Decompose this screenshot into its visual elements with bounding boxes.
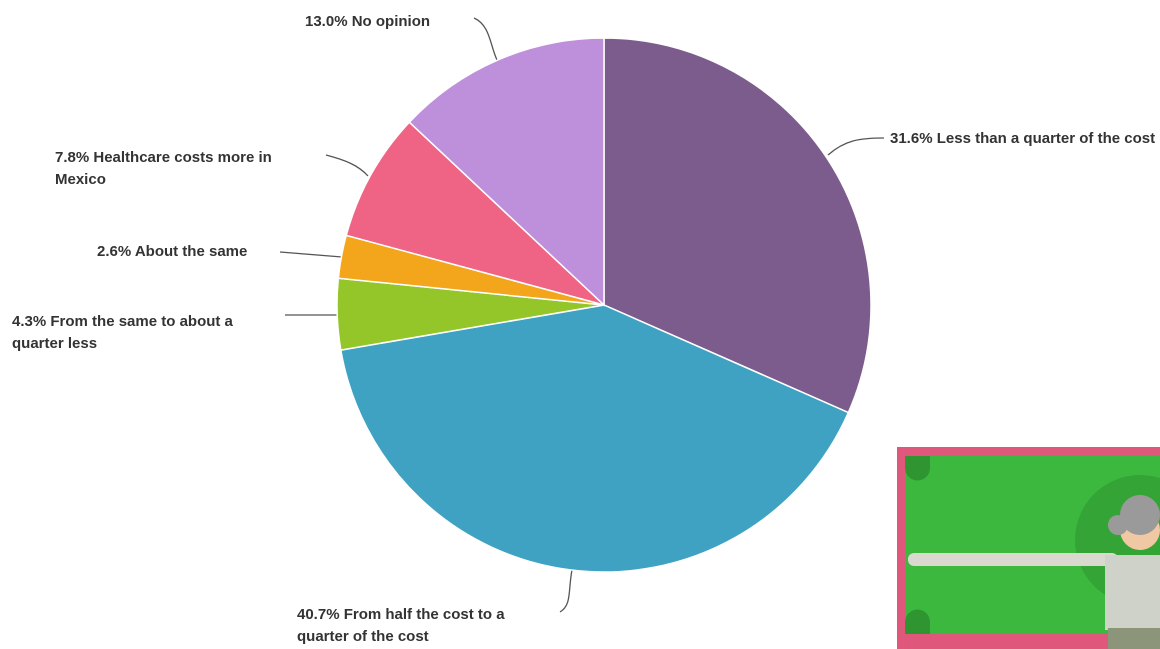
value-label: 7.8%	[55, 149, 90, 166]
pocket	[905, 456, 930, 481]
category-label: From half the cost to a quarter of the c…	[297, 606, 505, 645]
value-label: 31.6%	[890, 130, 933, 147]
leader-line	[559, 569, 573, 613]
slice-label: 40.7% From half the cost to a quarter of…	[297, 604, 547, 648]
leader-line	[279, 251, 343, 258]
leader-line	[473, 17, 498, 61]
slice-label: 31.6% Less than a quarter of the cost	[890, 128, 1158, 150]
leader-lines	[279, 17, 885, 613]
hair	[1120, 495, 1160, 535]
cartoon	[897, 447, 1160, 649]
pie-slice	[408, 37, 605, 307]
leader-line	[827, 137, 885, 156]
pie-slice	[345, 121, 605, 306]
leader-line	[325, 154, 369, 177]
value-label: 13.0%	[305, 13, 348, 30]
category-label: About the same	[134, 243, 248, 260]
slice-label: 7.8% Healthcare costs more in Mexico	[55, 147, 313, 191]
category-label: No opinion	[351, 13, 431, 30]
body	[1105, 555, 1160, 630]
cue	[908, 553, 1118, 566]
value-label: 2.6%	[97, 243, 132, 260]
value-label: 40.7%	[297, 606, 340, 623]
category-label: From the same to about a quarter less	[12, 313, 233, 352]
pie-slice	[603, 37, 872, 414]
category-label: Less than a quarter of the cost	[936, 130, 1156, 147]
value-label: 4.3%	[12, 313, 47, 330]
slice-label: 2.6% About the same	[97, 241, 297, 263]
pie-slice	[339, 304, 850, 573]
pie	[336, 37, 872, 573]
legs	[1108, 628, 1160, 649]
category-label: Healthcare costs more in Mexico	[55, 149, 272, 188]
pocket	[905, 609, 930, 634]
slice-label: 4.3% From the same to about a quarter le…	[12, 311, 274, 355]
slice-label: 13.0% No opinion	[305, 11, 475, 33]
hair	[1108, 515, 1128, 535]
